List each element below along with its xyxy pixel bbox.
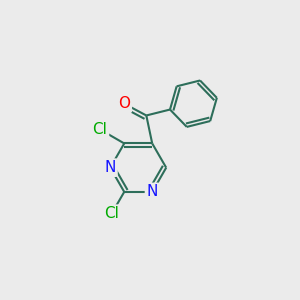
Text: N: N: [105, 160, 116, 175]
Text: Cl: Cl: [93, 122, 107, 137]
Text: Cl: Cl: [104, 206, 119, 221]
Text: O: O: [118, 96, 130, 111]
Text: N: N: [146, 184, 158, 200]
